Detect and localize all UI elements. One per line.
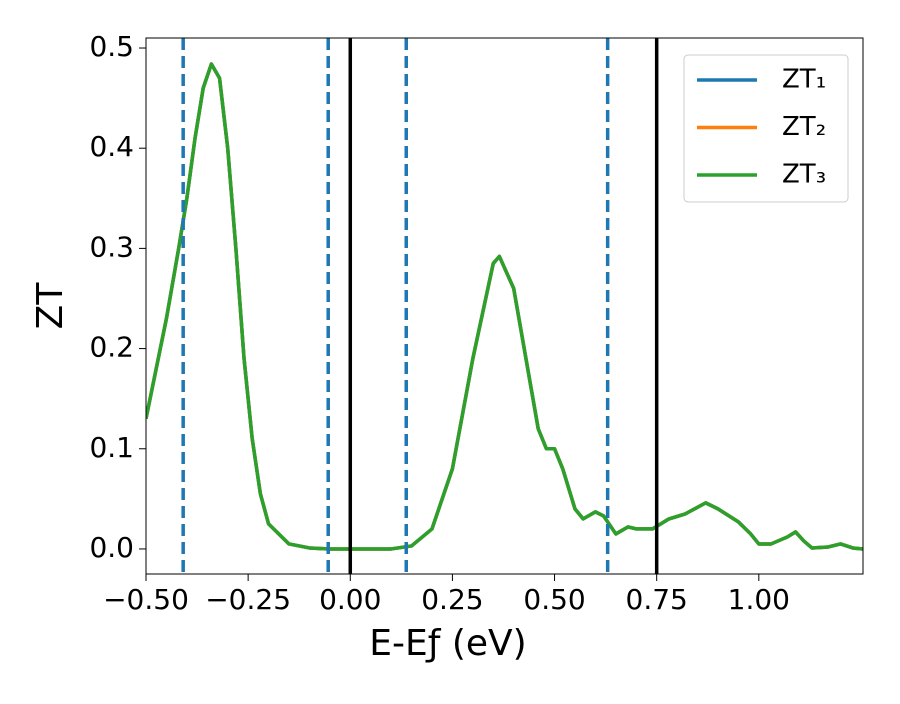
x-axis-label: E-Eƒ (eV) <box>369 623 526 664</box>
x-tick-label: 0.75 <box>626 583 688 616</box>
plot-frame <box>145 37 864 575</box>
legend-label: ZT₁ <box>782 65 826 95</box>
x-tick-label: 0.25 <box>421 583 483 616</box>
x-tick-label: 1.00 <box>728 583 790 616</box>
x-tick-label: −0.50 <box>103 583 189 616</box>
legend-label: ZT₃ <box>782 160 826 190</box>
line-series <box>146 62 863 551</box>
x-tick-label: 0.50 <box>523 583 585 616</box>
y-tick-label: 0.1 <box>89 431 134 464</box>
y-tick-label: 0.5 <box>89 30 134 63</box>
x-tick-label: −0.25 <box>205 583 291 616</box>
y-tick-label: 0.3 <box>89 230 134 263</box>
legend-label: ZT₂ <box>782 112 826 142</box>
legend-box <box>683 54 849 203</box>
y-tick-label: 0.4 <box>89 130 134 163</box>
y-tick-label: 0.0 <box>89 531 134 564</box>
y-tick-label: 0.2 <box>89 331 134 364</box>
x-tick-label: 0.00 <box>319 583 381 616</box>
y-axis-label: ZT <box>30 282 71 330</box>
